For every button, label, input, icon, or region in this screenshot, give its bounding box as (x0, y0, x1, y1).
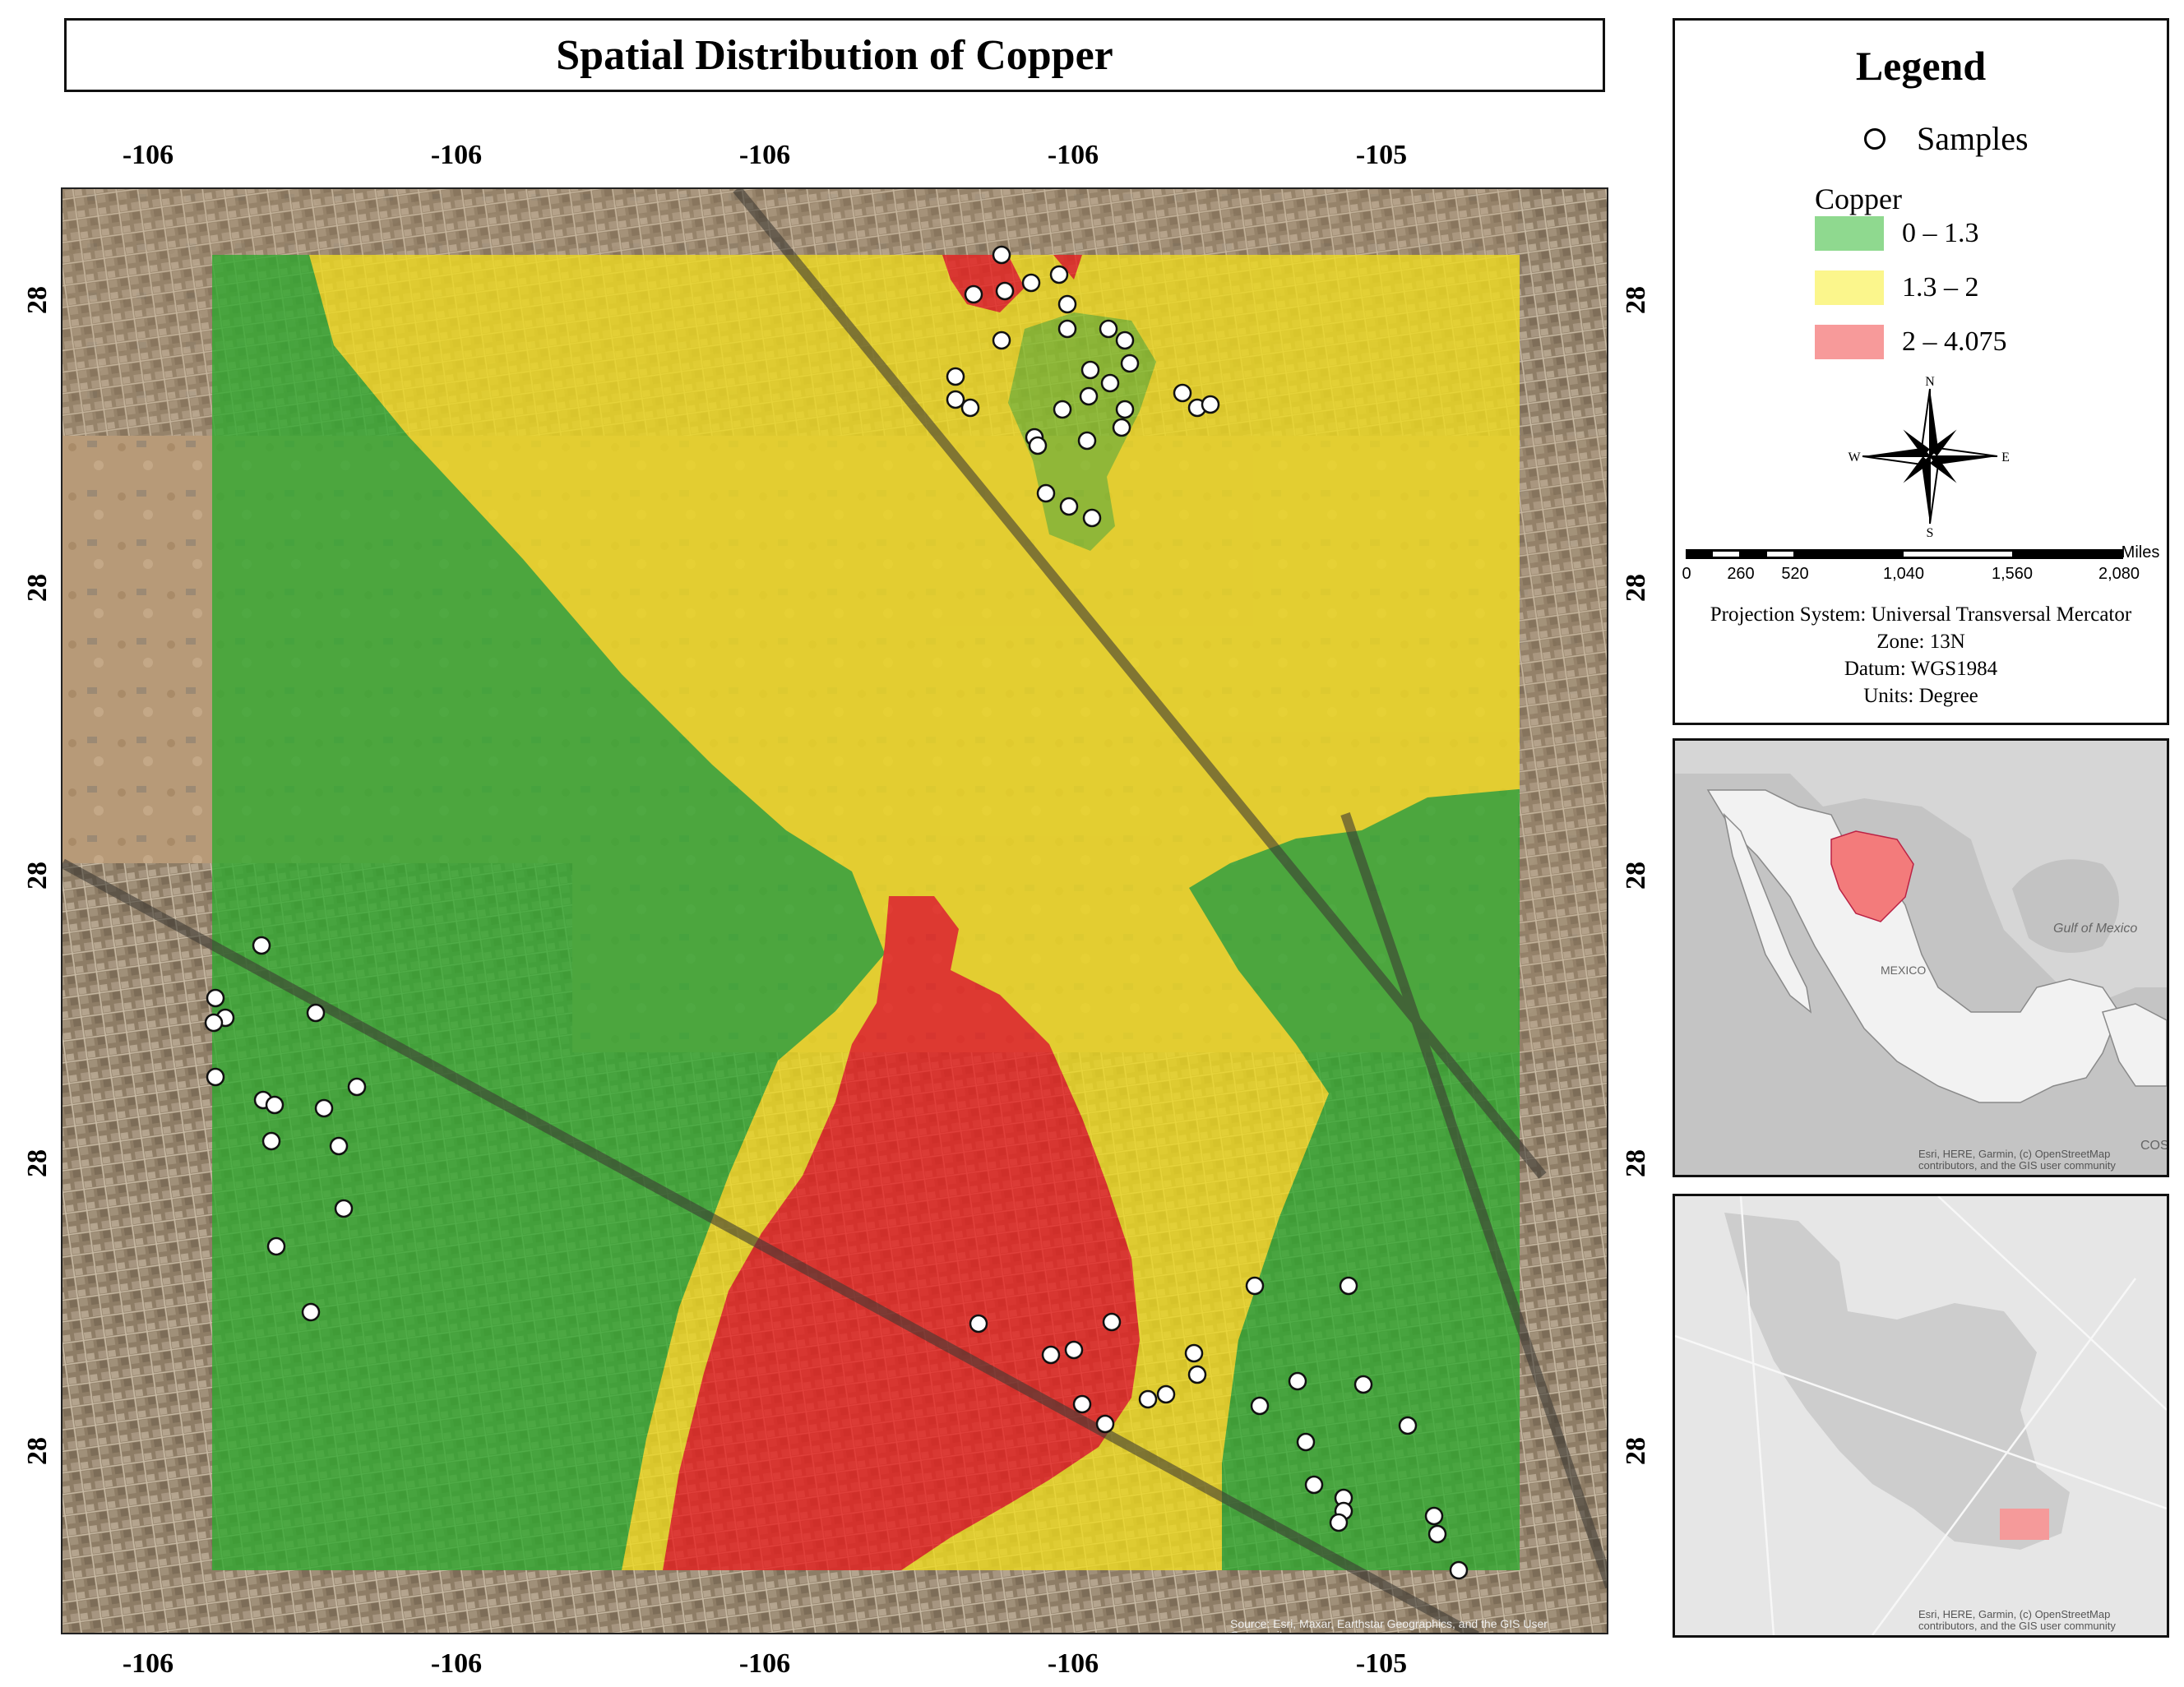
class-low-east (1189, 789, 1520, 1570)
right-tick-label: 28 (1621, 1437, 1651, 1465)
samples-label: Samples (1917, 120, 2029, 157)
top-tick-label: -106 (122, 140, 174, 170)
low-class-label: 0 – 1.3 (1902, 218, 1979, 248)
scale-bar (1686, 549, 2123, 559)
cost-label: COST (2140, 1139, 2169, 1153)
legend-panel: Legend Samples Copper 0 – 1.3 1.3 – 2 2 … (1673, 18, 2169, 725)
right-tick-label: 28 (1621, 574, 1651, 602)
right-tick-label: 28 (1621, 862, 1651, 890)
class-high-central (663, 896, 1140, 1570)
country-attribution: Esri, HERE, Garmin, (c) OpenStreetMap co… (1918, 1148, 2116, 1172)
map-canvas (62, 189, 1607, 1633)
study-area-highlight (2000, 1509, 2049, 1540)
scale-tick: 2,080 (2098, 565, 2140, 583)
sample-points (204, 245, 1469, 1580)
north-arrow-icon: N S E W (1848, 375, 2010, 538)
city-attribution: Esri, HERE, Garmin, (c) OpenStreetMap co… (1918, 1608, 2116, 1632)
bottom-tick-label: -106 (1047, 1648, 1099, 1679)
left-tick-label: 28 (22, 574, 53, 602)
bottom-tick-label: -105 (1355, 1648, 1408, 1679)
zone-text: Zone: 13N (1876, 631, 1965, 653)
gulf-label: Gulf of Mexico (2053, 922, 2138, 936)
class-low-west (212, 255, 885, 1570)
legend-samples-entry: Samples (1864, 119, 2029, 158)
country-canvas (1675, 741, 2167, 1175)
mid-swatch (1815, 270, 1884, 305)
projection-text: Projection System: Universal Transversal… (1710, 603, 2132, 626)
high-class-label: 2 – 4.075 (1902, 326, 2007, 357)
bottom-tick-label: -106 (122, 1648, 174, 1679)
map-attribution: Source: Esri, Maxar, Earthstar Geographi… (1230, 1617, 1548, 1633)
scale-tick: 520 (1781, 565, 1809, 583)
east-label: E (2001, 451, 2010, 465)
top-tick-label: -106 (430, 140, 483, 170)
sample-symbol-icon (1864, 127, 1886, 150)
left-tick-label: 28 (22, 1437, 53, 1465)
scale-tick: 1,560 (1991, 565, 2034, 583)
datum-text: Datum: WGS1984 (1844, 658, 1998, 680)
left-tick-label: 28 (22, 862, 53, 890)
inset-city-map[interactable]: Esri, HERE, Garmin, (c) OpenStreetMap co… (1673, 1194, 2169, 1638)
mexico-label: MEXICO (1881, 964, 1927, 977)
south-label: S (1927, 526, 1934, 538)
inset-country-map[interactable]: MEXICO Gulf of Mexico COST Esri, HERE, G… (1673, 738, 2169, 1177)
roads (62, 189, 1607, 1633)
city-canvas (1675, 1196, 2167, 1635)
copper-raster (212, 255, 1520, 1570)
basemap-urban-east (1518, 189, 1607, 1633)
high-swatch (1815, 325, 1884, 359)
main-map[interactable]: Source: Esri, Maxar, Earthstar Geographi… (61, 187, 1608, 1634)
mid-class-label: 1.3 – 2 (1902, 272, 1979, 303)
right-tick-label: 28 (1621, 286, 1651, 314)
legend-class-low: 0 – 1.3 (1815, 216, 1979, 251)
low-swatch (1815, 216, 1884, 251)
map-title: Spatial Distribution of Copper (64, 18, 1605, 92)
left-tick-label: 28 (22, 1149, 53, 1177)
highlighted-state (1830, 830, 1914, 922)
bottom-tick-label: -106 (738, 1648, 791, 1679)
legend-class-high: 2 – 4.075 (1815, 325, 2007, 359)
scale-tick: 260 (1727, 565, 1755, 583)
right-tick-label: 28 (1621, 1149, 1651, 1177)
left-tick-label: 28 (22, 286, 53, 314)
scale-tick: 0 (1682, 565, 1691, 583)
north-label: N (1925, 375, 1935, 389)
units-text: Units: Degree (1863, 685, 1978, 707)
scale-tick: 1,040 (1882, 565, 1925, 583)
top-tick-label: -105 (1355, 140, 1408, 170)
bottom-tick-label: -106 (430, 1648, 483, 1679)
scale-unit: Miles (2121, 543, 2160, 562)
west-label: W (1848, 451, 1861, 465)
legend-title: Legend (1855, 43, 1987, 89)
top-tick-label: -106 (738, 140, 791, 170)
projection-info: Projection System: Universal Transversal… (1675, 601, 2167, 709)
top-tick-label: -106 (1047, 140, 1099, 170)
legend-class-mid: 1.3 – 2 (1815, 270, 1979, 305)
copper-label: Copper (1815, 183, 1902, 215)
